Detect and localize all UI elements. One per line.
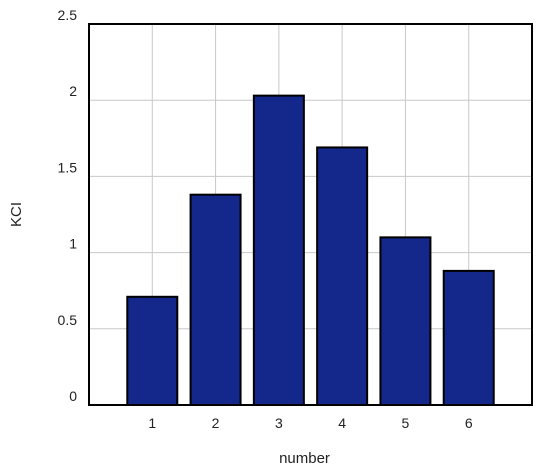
- y-tick-label: 1: [69, 236, 77, 252]
- x-axis-title: number: [279, 450, 330, 467]
- bar: [379, 236, 432, 406]
- y-tick-label: 2.5: [58, 7, 78, 23]
- x-tick-label: 1: [148, 415, 156, 431]
- bar: [316, 146, 369, 406]
- y-axis-title: KCI: [8, 202, 25, 227]
- y-tick-label: 0: [69, 388, 77, 404]
- bar: [252, 94, 305, 407]
- x-tick-label: 5: [402, 415, 410, 431]
- bar: [126, 295, 179, 406]
- y-tick-label: 0.5: [58, 312, 78, 328]
- bar: [189, 193, 242, 406]
- y-tick-label: 1.5: [58, 159, 78, 175]
- x-tick-label: 4: [338, 415, 346, 431]
- bar: [442, 269, 495, 406]
- y-tick-label: 2: [69, 83, 77, 99]
- tick-labels: 0 0.5 1 1.5 2 2.5 1 2 3 4 5 6: [58, 7, 473, 431]
- bars: [126, 94, 495, 407]
- x-tick-label: 2: [212, 415, 220, 431]
- x-tick-label: 6: [465, 415, 473, 431]
- plot-frame: [88, 23, 533, 406]
- x-tick-label: 3: [275, 415, 283, 431]
